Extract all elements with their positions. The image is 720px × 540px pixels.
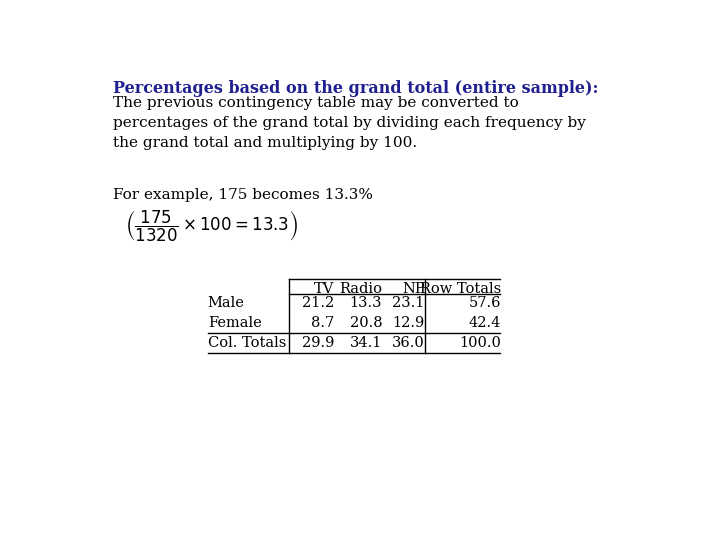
- Text: Col. Totals: Col. Totals: [208, 336, 286, 350]
- Text: TV: TV: [314, 282, 334, 296]
- Text: $\left(\dfrac{175}{1320} \times 100 = 13.3\right)$: $\left(\dfrac{175}{1320} \times 100 = 13…: [125, 209, 298, 244]
- Text: Row Totals: Row Totals: [420, 282, 500, 296]
- Text: NP: NP: [402, 282, 425, 296]
- Text: 29.9: 29.9: [302, 336, 334, 350]
- Text: 12.9: 12.9: [392, 316, 425, 330]
- Text: For example, 175 becomes 13.3%: For example, 175 becomes 13.3%: [113, 188, 373, 202]
- Text: 57.6: 57.6: [468, 296, 500, 310]
- Text: 42.4: 42.4: [469, 316, 500, 330]
- Text: Percentages based on the grand total (entire sample):: Percentages based on the grand total (en…: [113, 80, 599, 97]
- Text: 21.2: 21.2: [302, 296, 334, 310]
- Text: 36.0: 36.0: [392, 336, 425, 350]
- Text: 13.3: 13.3: [350, 296, 382, 310]
- Text: Male: Male: [208, 296, 245, 310]
- Text: 8.7: 8.7: [311, 316, 334, 330]
- Text: 34.1: 34.1: [350, 336, 382, 350]
- Text: 100.0: 100.0: [459, 336, 500, 350]
- Text: 20.8: 20.8: [349, 316, 382, 330]
- Text: Female: Female: [208, 316, 261, 330]
- Text: 23.1: 23.1: [392, 296, 425, 310]
- Text: The previous contingency table may be converted to
percentages of the grand tota: The previous contingency table may be co…: [113, 96, 586, 150]
- Text: Radio: Radio: [339, 282, 382, 296]
